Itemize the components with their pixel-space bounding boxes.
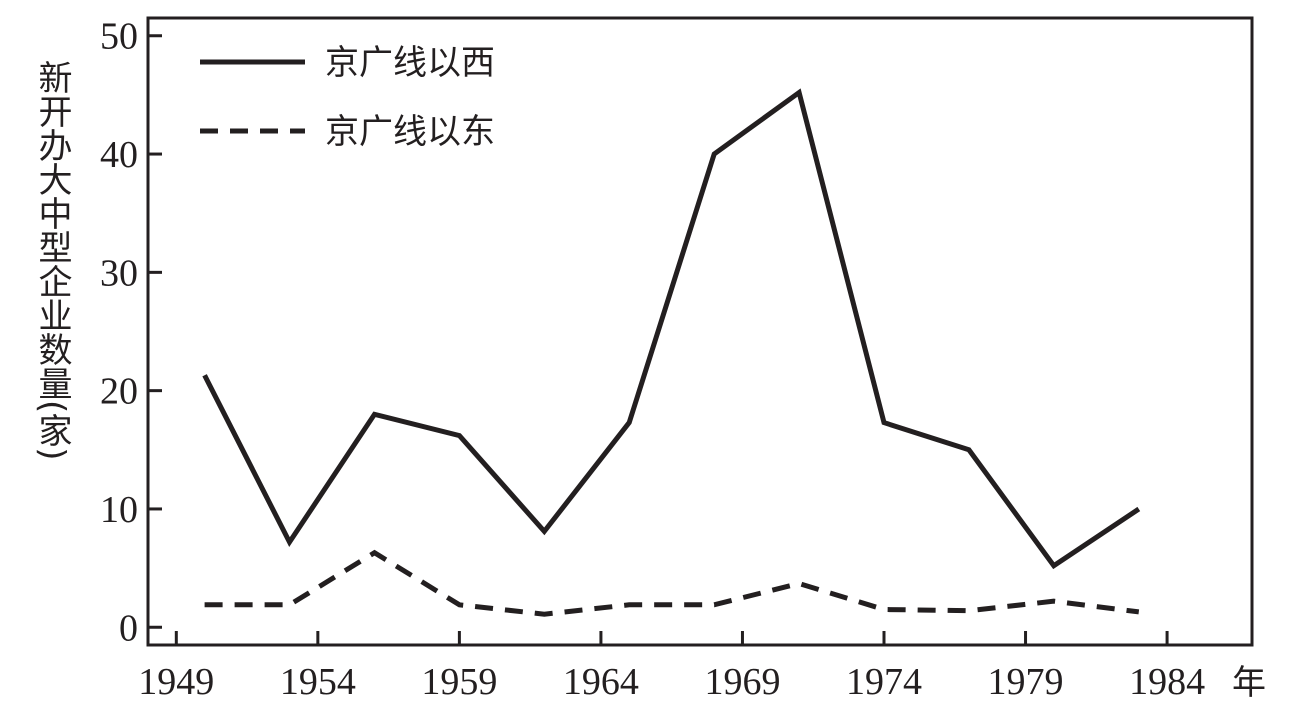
x-tick-label: 1974 <box>846 661 922 703</box>
x-tick-label: 1949 <box>138 661 214 703</box>
y-tick-label: 0 <box>119 607 138 649</box>
y-tick-label: 20 <box>100 371 138 413</box>
legend: 京广线以西 京广线以东 <box>200 43 495 152</box>
y-axis: 0 10 20 30 40 50 <box>100 16 162 649</box>
y-tick-label: 50 <box>100 16 138 58</box>
x-axis: 1949 1954 1959 1964 1969 1974 1979 1984 <box>138 631 1205 703</box>
series-group <box>202 88 1141 617</box>
x-tick-label: 1959 <box>421 661 497 703</box>
x-tick-label: 1954 <box>280 661 356 703</box>
y-tick-label: 40 <box>100 134 138 176</box>
x-tick-label: 1969 <box>704 661 780 703</box>
x-tick-label: 1984 <box>1129 661 1205 703</box>
legend-label-west: 京广线以西 <box>325 43 495 83</box>
plot-frame <box>146 16 1254 647</box>
series-line-west <box>202 88 1141 570</box>
x-tick-label: 1964 <box>563 661 639 703</box>
y-tick-label: 10 <box>100 489 138 531</box>
legend-label-east: 京广线以东 <box>325 112 495 152</box>
x-axis-label: 年 <box>1232 663 1266 703</box>
x-tick-label: 1979 <box>988 661 1064 703</box>
y-axis-label: 新开办大中型企业数量(家) <box>32 60 72 461</box>
series-line-east <box>204 549 1140 617</box>
y-tick-label: 30 <box>100 252 138 294</box>
